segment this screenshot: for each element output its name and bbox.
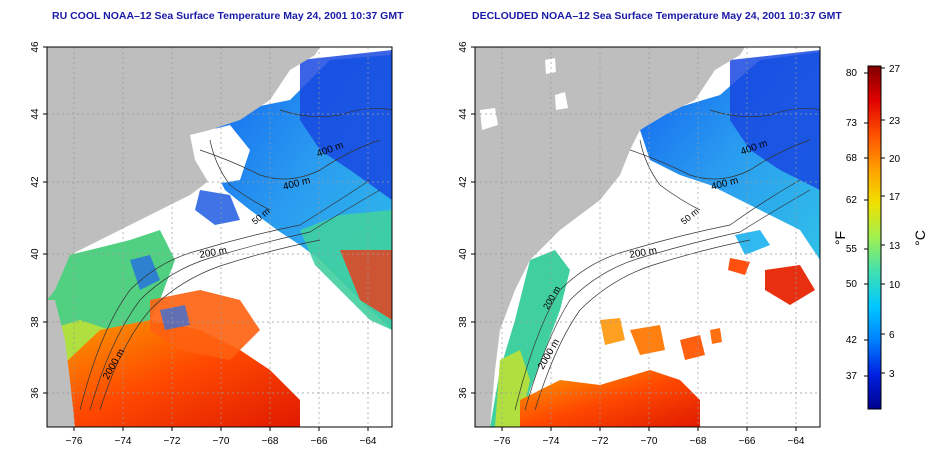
x-tick-label: −70 xyxy=(641,436,658,447)
x-tick-label: −74 xyxy=(543,436,560,447)
celsius-unit-label: °C xyxy=(912,230,928,246)
warm-water-region xyxy=(47,320,300,427)
fahrenheit-tick: 50 xyxy=(846,279,858,290)
x-tick-label: −72 xyxy=(164,436,181,447)
x-tick-label: −66 xyxy=(739,436,756,447)
y-tick-label: 46 xyxy=(458,41,469,53)
fahrenheit-tick: 62 xyxy=(846,195,858,206)
colorbar: 80 73 68 62 55 50 42 37 27 23 20 17 13 1… xyxy=(832,64,928,410)
y-tick-label: 44 xyxy=(30,108,41,120)
x-tick-label: −64 xyxy=(360,436,377,447)
colorbar-gradient xyxy=(867,65,882,410)
x-tick-label: −76 xyxy=(494,436,511,447)
celsius-tick: 13 xyxy=(889,241,901,252)
x-tick-label: −66 xyxy=(311,436,328,447)
celsius-tick: 3 xyxy=(889,369,895,380)
y-tick-label: 38 xyxy=(458,316,469,328)
y-tick-label: 46 xyxy=(30,41,41,53)
celsius-tick: 17 xyxy=(889,192,901,203)
map-left: 400 m 400 m 50 m 200 m 2000 m −76 −74 −7… xyxy=(30,41,393,447)
y-tick-label: 38 xyxy=(30,316,41,328)
fahrenheit-tick: 37 xyxy=(846,371,858,382)
fahrenheit-tick: 42 xyxy=(846,335,858,346)
x-tick-label: −64 xyxy=(788,436,805,447)
y-tick-label: 40 xyxy=(458,248,469,260)
fahrenheit-tick: 68 xyxy=(846,153,858,164)
map-title-right: DECLOUDED NOAA–12 Sea Surface Temperatur… xyxy=(472,10,842,22)
contour-label: 200 m xyxy=(199,245,228,261)
y-tick-label: 44 xyxy=(458,108,469,120)
x-tick-label: −74 xyxy=(115,436,132,447)
x-tick-label: −70 xyxy=(213,436,230,447)
celsius-tick: 27 xyxy=(889,64,901,75)
map-title-left: RU COOL NOAA–12 Sea Surface Temperature … xyxy=(52,10,404,22)
fahrenheit-unit-label: °F xyxy=(832,231,848,245)
x-tick-label: −76 xyxy=(66,436,83,447)
y-tick-label: 36 xyxy=(458,387,469,399)
x-tick-label: −68 xyxy=(690,436,707,447)
celsius-tick: 6 xyxy=(889,330,895,341)
x-tick-label: −68 xyxy=(262,436,279,447)
contour-label: 200 m xyxy=(629,245,658,261)
x-tick-label: −72 xyxy=(592,436,609,447)
map-right: 400 m 400 m 50 m 200 m 200 m 2000 m −76 … xyxy=(458,41,821,447)
celsius-tick: 20 xyxy=(889,154,901,165)
y-tick-label: 42 xyxy=(458,176,469,188)
y-tick-label: 40 xyxy=(30,248,41,260)
warm-water-region xyxy=(520,370,700,427)
land-mass xyxy=(47,47,320,300)
y-tick-label: 42 xyxy=(30,176,41,188)
land-mass xyxy=(475,47,745,427)
celsius-tick: 23 xyxy=(889,116,901,127)
fahrenheit-tick: 80 xyxy=(846,68,858,79)
fahrenheit-tick: 73 xyxy=(846,118,858,129)
y-tick-label: 36 xyxy=(30,387,41,399)
celsius-tick: 10 xyxy=(889,280,901,291)
fahrenheit-tick: 55 xyxy=(846,244,858,255)
